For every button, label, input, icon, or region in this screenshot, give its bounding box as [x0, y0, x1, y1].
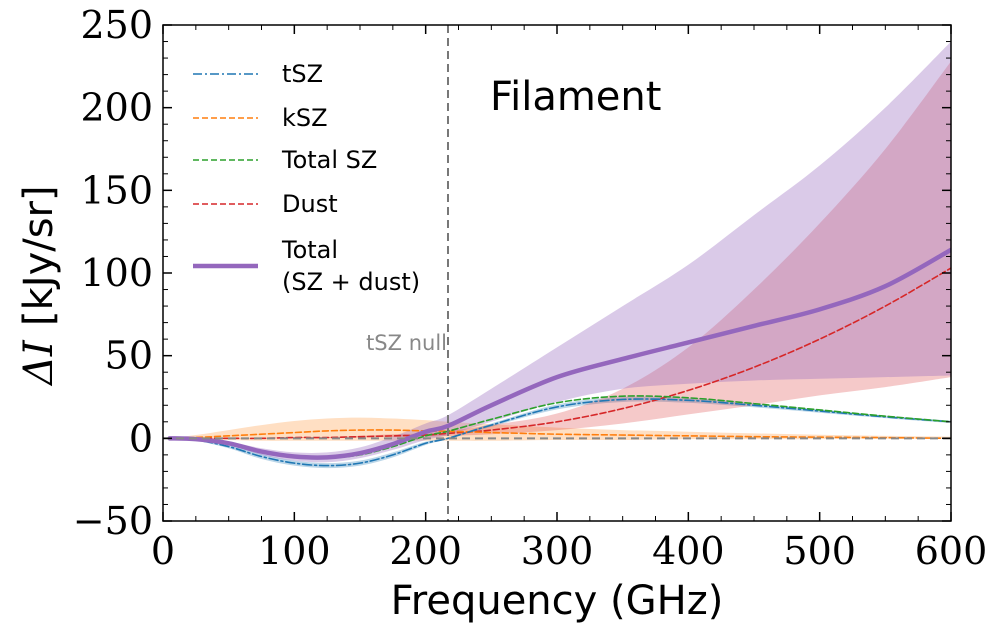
band-ksz — [169, 417, 951, 441]
legend-label-dust: Dust — [282, 190, 338, 218]
y-axis-label-units: [kJy/sr] — [16, 185, 62, 326]
y-tick-label: 250 — [80, 3, 153, 47]
y-tick-label: 150 — [80, 168, 153, 212]
x-tick-label: 500 — [783, 529, 856, 573]
line-total-sz-dust — [167, 247, 951, 460]
x-tick-label: 0 — [151, 529, 175, 573]
y-axis-label-math: ΔI — [16, 339, 62, 387]
x-tick-label: 200 — [389, 529, 462, 573]
uncertainty-bands — [169, 41, 951, 469]
legend-label-total-sz-dust: Total (SZ + dust) — [281, 236, 420, 296]
legend-label-tsz: tSZ — [282, 60, 323, 88]
y-axis-label: ΔI [kJy/sr] — [16, 185, 62, 387]
legend-label-total-sz: Total SZ — [281, 146, 377, 174]
x-tick-label: 400 — [652, 529, 725, 573]
line-ksz — [168, 429, 951, 440]
band-dust — [169, 61, 951, 439]
y-tick-label: −50 — [73, 499, 153, 543]
band-total-sz-dust — [169, 41, 951, 463]
legend: tSZ kSZ Total SZ Dust Total (SZ + dust) — [193, 60, 420, 296]
y-tick-label: 200 — [80, 86, 153, 130]
tsz-null-label: tSZ null — [366, 331, 447, 355]
x-tick-label: 100 — [258, 529, 331, 573]
y-tick-label: 50 — [105, 334, 153, 378]
legend-label-ksz: kSZ — [282, 104, 328, 132]
y-tick-label: 100 — [80, 251, 153, 295]
y-tick-label: 0 — [129, 416, 153, 460]
x-tick-label: 300 — [521, 529, 594, 573]
reference-lines — [163, 25, 951, 521]
x-tick-label: 600 — [915, 529, 988, 573]
line-tsz — [168, 398, 951, 467]
annotation-title: Filament — [490, 74, 661, 120]
x-axis-label: Frequency (GHz) — [391, 578, 724, 624]
